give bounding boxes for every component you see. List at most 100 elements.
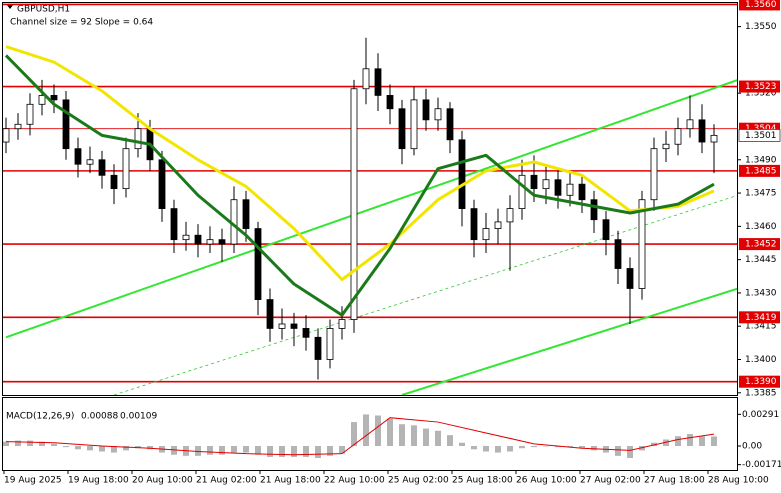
- macd-bar: [51, 443, 57, 447]
- candle-body: [482, 228, 490, 241]
- y-tick-label: 1.3430: [745, 288, 777, 298]
- candle-body: [242, 199, 250, 229]
- candle-body: [218, 239, 226, 245]
- candle-body: [254, 228, 262, 300]
- candle-body: [458, 139, 466, 209]
- macd-bar: [63, 446, 69, 448]
- candle-body: [578, 183, 586, 201]
- macd-y-tick-label: 0.00: [742, 442, 762, 452]
- candle-body: [122, 148, 130, 190]
- macd-bar: [147, 446, 153, 450]
- macd-title: MACD(12,26,9): [6, 412, 74, 422]
- candle-body: [494, 221, 502, 229]
- macd-bar: [123, 446, 129, 451]
- candle-body: [50, 95, 58, 101]
- macd-bar: [375, 415, 381, 447]
- macd-bar: [99, 446, 105, 452]
- macd-bar: [231, 446, 237, 453]
- candle-body: [674, 128, 682, 145]
- candle-body: [314, 336, 322, 360]
- y-tick-label: 1.3460: [745, 222, 777, 232]
- macd-bar: [195, 446, 201, 456]
- candle-body: [446, 108, 454, 141]
- y-tick-label: 1.3490: [745, 155, 777, 165]
- macd-bar: [531, 446, 537, 448]
- macd-bar: [75, 446, 81, 450]
- y-tick-label: 1.3415: [745, 322, 777, 332]
- macd-bar: [675, 436, 681, 447]
- candle-body: [326, 328, 334, 360]
- candle-body: [374, 68, 382, 96]
- candle-body: [74, 148, 82, 165]
- level-label: 1.3390: [745, 377, 777, 387]
- macd-bar: [39, 441, 45, 447]
- macd-bar: [471, 446, 477, 450]
- macd-histogram-value: 0.00088: [81, 412, 118, 422]
- level-label-box: [739, 311, 780, 324]
- level-label-box: [739, 122, 780, 135]
- candle-body: [386, 95, 394, 110]
- candle-body: [662, 143, 670, 150]
- candle-body: [542, 179, 550, 190]
- x-tick-label: 28 Aug 10:00: [708, 476, 769, 486]
- macd-bar: [243, 446, 249, 453]
- macd-bar: [459, 442, 465, 447]
- candle-body: [506, 208, 514, 223]
- candle-body: [206, 239, 214, 245]
- candle-body: [410, 99, 418, 150]
- macd-bar: [483, 446, 489, 452]
- macd-plot: [3, 414, 717, 459]
- y-tick-label: 1.3550: [745, 22, 777, 32]
- x-tick-label: 20 Aug 10:00: [132, 476, 193, 486]
- candle-body: [158, 159, 166, 209]
- chart-title: GBPUSD,H1: [17, 5, 70, 15]
- macd-bar: [699, 436, 705, 447]
- current-price-label: 1.3501: [745, 131, 777, 141]
- macd-bar: [351, 422, 357, 447]
- macd-bar: [447, 435, 453, 447]
- candle-body: [566, 183, 574, 196]
- x-tick-label: 26 Aug 10:00: [516, 476, 577, 486]
- candle-body: [170, 208, 178, 241]
- level-label: 1.3485: [745, 166, 777, 176]
- macd-bar: [519, 446, 525, 449]
- y-tick-label: 1.3475: [745, 189, 777, 199]
- macd-bar: [639, 446, 645, 451]
- macd-bar: [255, 446, 261, 455]
- macd-y-tick-label: -0.00171: [742, 460, 781, 470]
- x-tick-label: 25 Aug 18:00: [452, 476, 513, 486]
- candle-body: [422, 99, 430, 121]
- macd-bar: [279, 446, 285, 457]
- x-tick-label: 27 Aug 02:00: [580, 476, 641, 486]
- candle-body: [62, 99, 70, 150]
- candle-body: [290, 323, 298, 329]
- candle-body: [98, 159, 106, 176]
- macd-bar: [567, 446, 573, 448]
- macd-bar: [363, 414, 369, 447]
- x-tick-label: 19 Aug 18:00: [68, 476, 129, 486]
- macd-bar: [171, 446, 177, 455]
- y-tick-label: 1.3385: [745, 388, 777, 398]
- candle-body: [590, 199, 598, 221]
- x-tick-label: 22 Aug 10:00: [324, 476, 385, 486]
- candle-body: [350, 88, 358, 320]
- macd-bar: [291, 446, 297, 457]
- candle-body: [278, 323, 286, 329]
- candle-body: [650, 148, 658, 201]
- level-label: 1.3523: [745, 82, 777, 92]
- candle-body: [38, 95, 46, 105]
- candle-body: [470, 208, 478, 241]
- macd-bar: [495, 446, 501, 453]
- macd-bar: [555, 446, 561, 448]
- macd-bar: [303, 446, 309, 457]
- candle-body: [110, 174, 118, 190]
- macd-bar: [507, 446, 513, 452]
- macd-bar: [591, 446, 597, 451]
- candle-body: [638, 199, 646, 289]
- candle-body: [86, 159, 94, 165]
- candle-body: [362, 68, 370, 90]
- macd-header: MACD(12,26,9) 0.00088 0.00109: [6, 412, 157, 422]
- macd-bar: [87, 446, 93, 451]
